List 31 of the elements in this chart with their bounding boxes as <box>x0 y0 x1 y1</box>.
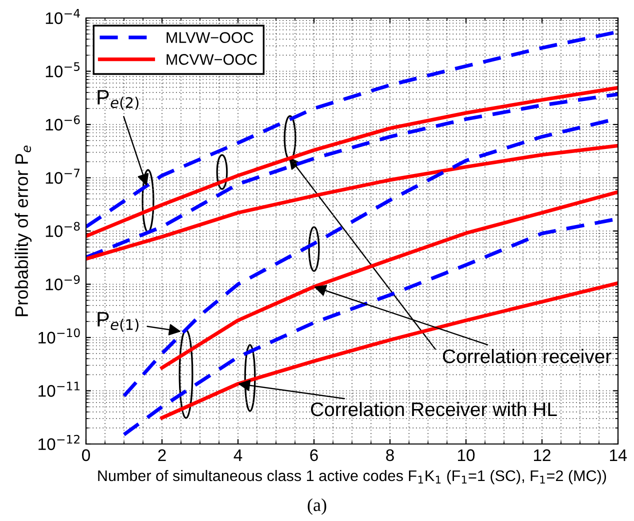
y-tick-label: 10$^{−4}$ <box>46 9 80 24</box>
line-series <box>86 92 618 260</box>
x-tick-label: 0 <box>82 449 90 462</box>
line-series <box>160 281 618 420</box>
x-tick-label: 4 <box>234 449 242 461</box>
line-series <box>86 144 618 261</box>
x-tick-label: 12 <box>534 449 550 461</box>
legend-label: MCVW−OOC <box>166 54 257 65</box>
y-tick-label: 10$^{−12}$ <box>38 434 80 450</box>
annotation: Correlation receiver <box>442 348 612 364</box>
y-tick-label: 10$^{−11}$ <box>38 382 80 397</box>
x-tick-label: 10 <box>458 449 475 462</box>
y-tick-label: 10$^{−5}$ <box>46 62 80 78</box>
x-tick-label: 14 <box>610 449 627 461</box>
x-tick-label: 2 <box>158 449 166 461</box>
legend-label: MLVW−OOC <box>166 32 254 43</box>
line-series <box>160 190 618 370</box>
y-tick-label: 10$^{−7}$ <box>46 168 80 184</box>
text: (a) <box>308 498 326 515</box>
annotation: P$_{e(2)}$ <box>98 90 138 110</box>
x-tick-label: 6 <box>310 449 318 462</box>
line-series <box>86 86 618 238</box>
y-tick-label: 10$^{−10}$ <box>38 328 80 344</box>
y-axis-title: Probability of error P$_{e}$ <box>14 146 32 316</box>
text: Number of simultaneous class 1 active codes F$_{1}$K$_{1}$ (F$_{1}$=1 (SC), F$_{1}$=2 (MC)) <box>98 470 606 484</box>
annotation: Correlation Receiver with HL <box>310 402 557 416</box>
annotation: P$_{e(1)}$ <box>98 312 138 332</box>
y-tick-label: 10$^{−9}$ <box>46 275 80 290</box>
x-tick-label: 8 <box>386 449 394 462</box>
y-tick-label: 10$^{−6}$ <box>46 115 80 131</box>
y-tick-label: 10$^{−8}$ <box>46 222 80 238</box>
